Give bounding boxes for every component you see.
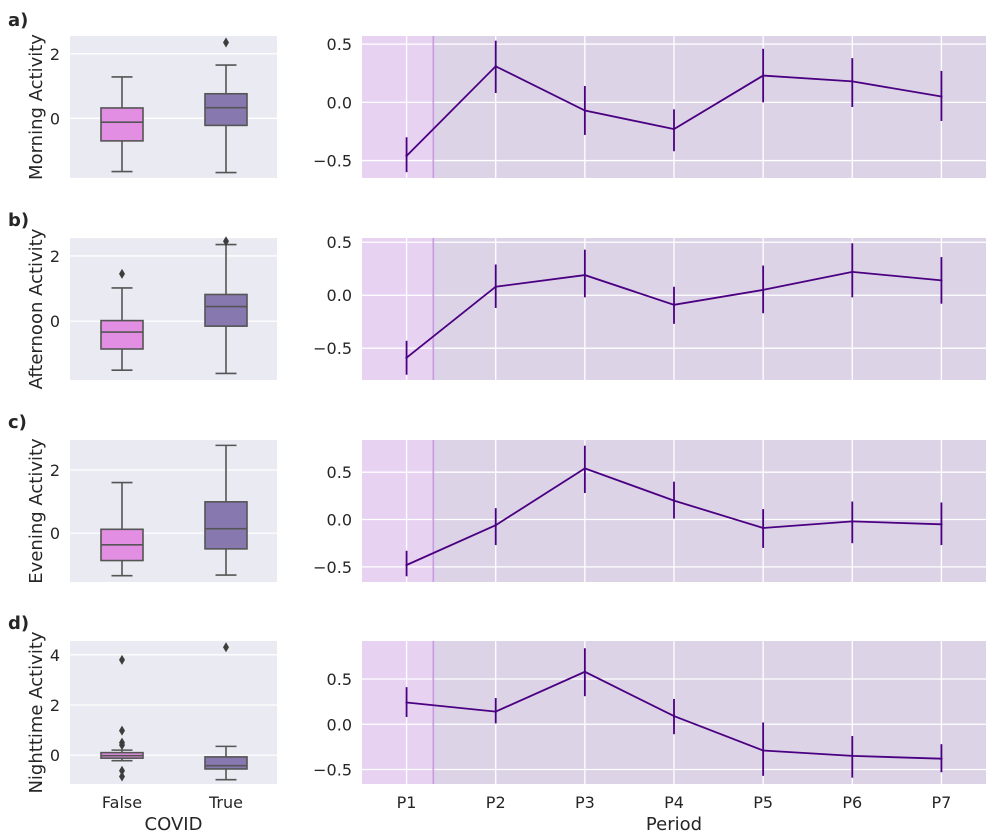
data-point xyxy=(494,524,497,527)
panel-label: c) xyxy=(8,412,27,433)
data-point xyxy=(583,273,587,277)
data-point xyxy=(494,710,497,713)
boxplot-panel xyxy=(70,36,277,178)
outlier-point xyxy=(119,654,125,665)
y-tick-label: 0 xyxy=(50,746,60,765)
data-point xyxy=(761,526,765,530)
data-point xyxy=(940,757,943,760)
x-tick-label: P2 xyxy=(486,793,506,812)
y-tick-label: 2 xyxy=(50,45,60,64)
box xyxy=(100,319,144,350)
y-axis-label: Nighttime Activity xyxy=(26,631,47,793)
x-tick-label: True xyxy=(208,793,243,812)
data-point xyxy=(940,279,943,282)
box xyxy=(204,501,248,550)
x-tick-label: P5 xyxy=(753,793,773,812)
y-tick-label: 0.0 xyxy=(327,286,352,305)
data-point xyxy=(672,303,676,306)
shade-pre-covid xyxy=(362,641,434,784)
y-tick-label: 0.5 xyxy=(327,233,352,252)
x-axis-label: COVID xyxy=(145,814,203,835)
y-axis-label: Evening Activity xyxy=(26,438,47,584)
y-axis-label: Afternoon Activity xyxy=(26,228,47,389)
x-tick-label: False xyxy=(102,793,142,812)
box xyxy=(100,107,144,142)
outlier-point xyxy=(119,740,125,751)
data-point xyxy=(851,754,854,758)
y-tick-label: −0.5 xyxy=(313,761,352,780)
data-point xyxy=(494,65,497,68)
panel-label: d) xyxy=(8,613,29,634)
y-tick-label: 0.0 xyxy=(327,93,352,112)
outlier-point xyxy=(119,771,125,782)
box xyxy=(204,293,248,327)
x-tick-label: P7 xyxy=(932,793,952,812)
y-tick-label: 0.5 xyxy=(327,463,352,482)
shade-pre-covid xyxy=(362,238,434,380)
y-tick-label: 0 xyxy=(50,524,60,543)
data-point xyxy=(761,749,765,752)
data-point xyxy=(405,154,408,158)
y-tick-label: 2 xyxy=(50,247,60,266)
line-panel xyxy=(362,440,986,582)
shade-covid xyxy=(433,238,986,380)
data-point xyxy=(940,95,943,98)
data-point xyxy=(761,74,765,77)
data-point xyxy=(672,714,676,718)
panel-label: b) xyxy=(8,210,29,231)
data-point xyxy=(940,523,943,526)
x-axis-label: Period xyxy=(646,814,702,835)
x-tick-label: P6 xyxy=(842,793,862,812)
line-panel xyxy=(362,238,986,380)
y-axis-label: Morning Activity xyxy=(26,34,47,180)
outlier-point xyxy=(119,268,125,279)
data-point xyxy=(405,563,408,567)
x-tick-label: P4 xyxy=(664,793,684,812)
boxplot-panel xyxy=(70,641,277,784)
outlier-point xyxy=(223,642,229,653)
y-tick-label: 2 xyxy=(50,461,60,480)
data-point xyxy=(405,701,408,704)
shade-covid xyxy=(433,641,986,784)
y-tick-label: 4 xyxy=(50,646,60,665)
line-panel xyxy=(362,641,986,784)
y-tick-label: −0.5 xyxy=(313,558,352,577)
boxplot-panel xyxy=(70,440,277,582)
y-tick-label: −0.5 xyxy=(313,152,352,171)
y-tick-label: −0.5 xyxy=(313,339,352,358)
data-point xyxy=(851,270,854,274)
y-tick-label: 0 xyxy=(50,109,60,128)
panel-label: a) xyxy=(8,10,28,31)
data-point xyxy=(672,499,676,502)
shade-pre-covid xyxy=(362,440,434,582)
boxplot-panel xyxy=(70,236,277,380)
data-point xyxy=(583,467,587,470)
y-tick-label: 0.0 xyxy=(327,511,352,530)
x-tick-label: P3 xyxy=(575,793,595,812)
y-tick-label: 0.0 xyxy=(327,715,352,734)
data-point xyxy=(583,670,587,673)
y-tick-label: 0 xyxy=(50,312,60,331)
y-tick-label: 0.5 xyxy=(327,670,352,689)
data-point xyxy=(672,127,676,131)
data-point xyxy=(405,356,408,359)
box xyxy=(204,756,248,770)
outlier-point xyxy=(223,37,229,48)
data-point xyxy=(494,285,497,288)
outlier-point xyxy=(119,765,125,776)
data-point xyxy=(583,109,587,112)
box xyxy=(204,92,248,127)
y-tick-label: 0.5 xyxy=(327,35,352,54)
y-tick-label: 2 xyxy=(50,696,60,715)
data-point xyxy=(761,288,765,292)
x-tick-label: P1 xyxy=(397,793,417,812)
shade-pre-covid xyxy=(362,36,434,178)
data-point xyxy=(851,80,854,83)
outlier-point xyxy=(223,236,229,247)
outlier-point xyxy=(119,725,125,736)
data-point xyxy=(851,520,854,523)
line-panel xyxy=(362,36,986,178)
